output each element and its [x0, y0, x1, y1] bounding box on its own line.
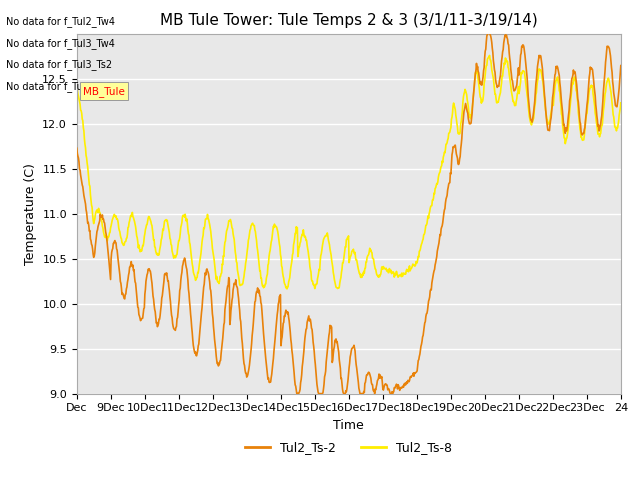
Text: No data for f_Tul3_Tw4: No data for f_Tul3_Tw4	[6, 37, 115, 48]
Text: No data for f_Tul3_Ts2: No data for f_Tul3_Ts2	[6, 59, 113, 70]
Title: MB Tule Tower: Tule Temps 2 & 3 (3/1/11-3/19/14): MB Tule Tower: Tule Temps 2 & 3 (3/1/11-…	[160, 13, 538, 28]
Tul2_Ts-8	[283, 286, 291, 292]
Tul2_Ts-2	[617, 63, 625, 69]
Tul2_Ts-8	[294, 225, 301, 230]
Tul2_Ts-2	[499, 54, 506, 60]
Tul2_Ts-8	[73, 84, 81, 90]
Line: Tul2_Ts-8: Tul2_Ts-8	[77, 55, 621, 289]
Tul2_Ts-8	[486, 52, 493, 58]
Tul2_Ts-8	[617, 100, 625, 106]
Tul2_Ts-2	[484, 27, 492, 33]
Tul2_Ts-8	[499, 73, 506, 79]
Tul2_Ts-2	[508, 76, 516, 82]
Tul2_Ts-8	[447, 125, 455, 131]
X-axis label: Time: Time	[333, 419, 364, 432]
Tul2_Ts-2	[293, 391, 301, 396]
Text: MB_Tule: MB_Tule	[83, 85, 125, 96]
Tul2_Ts-2	[313, 382, 321, 387]
Tul2_Ts-2	[73, 145, 81, 151]
Y-axis label: Temperature (C): Temperature (C)	[24, 163, 36, 264]
Legend: Tul2_Ts-2, Tul2_Ts-8: Tul2_Ts-2, Tul2_Ts-8	[241, 436, 457, 459]
Tul2_Ts-8	[508, 91, 516, 97]
Tul2_Ts-8	[313, 281, 321, 287]
Tul2_Ts-8	[129, 210, 136, 216]
Text: No data for f_Tul3_Ts5: No data for f_Tul3_Ts5	[6, 81, 113, 92]
Tul2_Ts-2	[129, 264, 136, 269]
Tul2_Ts-2	[294, 391, 301, 396]
Line: Tul2_Ts-2: Tul2_Ts-2	[77, 30, 621, 394]
Tul2_Ts-2	[447, 171, 455, 177]
Text: No data for f_Tul2_Tw4: No data for f_Tul2_Tw4	[6, 16, 115, 27]
